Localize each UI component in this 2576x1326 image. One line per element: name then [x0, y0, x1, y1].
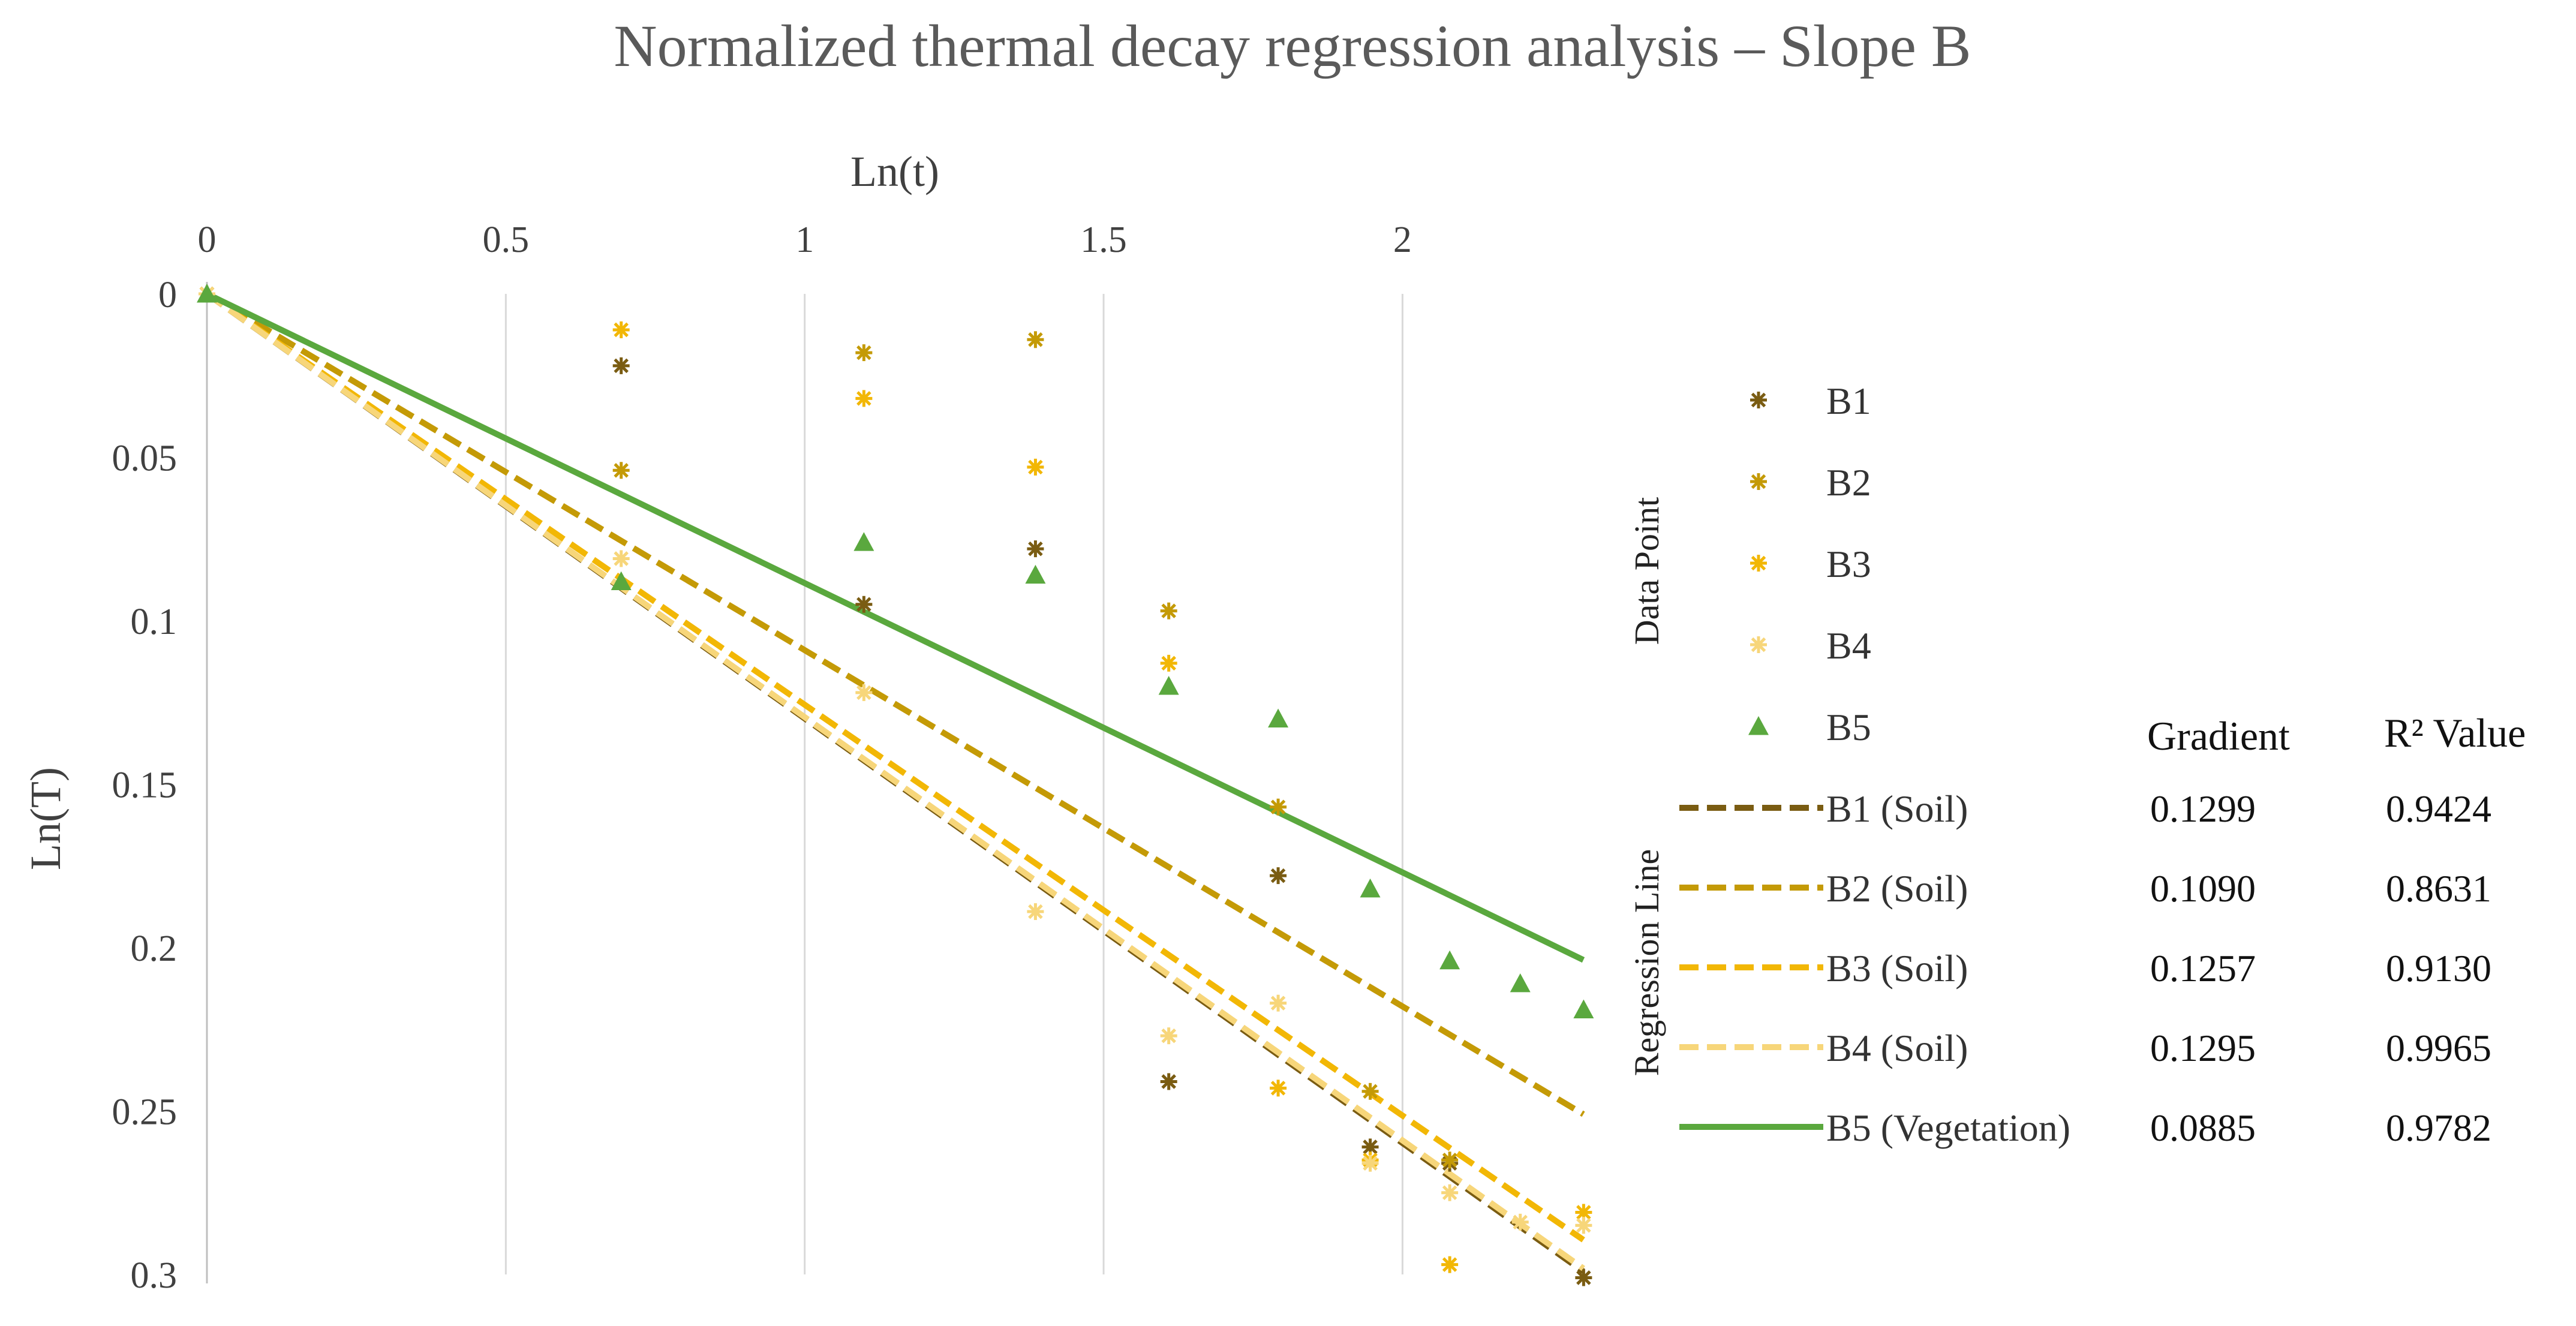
point-b4	[1511, 1213, 1529, 1231]
r2-value: 0.9782	[2386, 1106, 2491, 1149]
point-b5	[197, 284, 217, 303]
point-b4	[1441, 1184, 1459, 1201]
point-b5	[1025, 564, 1046, 584]
x-tick-label: 0.5	[483, 220, 530, 260]
regression-line-2	[205, 291, 1585, 1117]
r2-value: 0.8631	[2386, 867, 2491, 910]
point-b4	[1361, 1154, 1379, 1172]
point-b1	[1160, 1073, 1177, 1090]
point-b4	[612, 550, 630, 567]
y-tick-label: 0.05	[112, 438, 178, 479]
gradient-value: 0.1295	[2150, 1027, 2256, 1069]
r2-value: 0.9424	[2386, 787, 2491, 830]
point-b5	[1360, 878, 1381, 898]
point-b3	[1160, 654, 1177, 672]
legend-label-b4: B4	[1826, 624, 1871, 667]
point-b3	[1441, 1256, 1459, 1273]
point-b1	[612, 357, 630, 374]
chart-title: Normalized thermal decay regression anal…	[614, 13, 1971, 79]
legend-label-b3: B3	[1826, 543, 1871, 585]
gradient-value: 0.1090	[2150, 867, 2256, 910]
legend-marker-b2	[1750, 473, 1767, 490]
gradient-value: 0.0885	[2150, 1106, 2256, 1149]
point-b2	[1441, 1151, 1459, 1169]
r2-value: 0.9130	[2386, 947, 2491, 990]
point-b2	[1027, 331, 1044, 348]
point-b5	[1158, 676, 1179, 695]
legend-regression-label: B3 (Soil)	[1826, 947, 1968, 990]
stats-header-gradient: Gradient	[2147, 713, 2290, 759]
point-b2	[1160, 602, 1177, 620]
x-axis-label: Ln(t)	[850, 148, 939, 196]
point-b4	[1160, 1027, 1177, 1045]
legend-group-regression: Regression Line	[1627, 849, 1666, 1077]
point-b1	[1575, 1269, 1592, 1286]
point-b1	[855, 596, 873, 613]
data-points	[197, 284, 1594, 1286]
legend-marker-b3	[1750, 555, 1767, 572]
legend-marker-b1	[1750, 392, 1767, 408]
legend: B1 B2 B3 B4 B5 Data Point Regression Line Gradi…	[1627, 380, 2526, 1149]
y-tick-label: 0.2	[131, 928, 178, 969]
y-tick-label: 0.3	[131, 1255, 178, 1296]
legend-regression-label: B2 (Soil)	[1826, 867, 1968, 910]
point-b4	[1270, 994, 1287, 1012]
point-b3	[612, 321, 630, 338]
x-tick-label: 1	[795, 220, 814, 260]
point-b5	[1573, 999, 1594, 1018]
point-b2	[1270, 798, 1287, 816]
point-b5	[1268, 708, 1289, 727]
regression-lines	[205, 291, 1585, 1274]
r2-value: 0.9965	[2386, 1027, 2491, 1069]
x-tick-label: 2	[1393, 220, 1412, 260]
regression-line-5	[205, 291, 1585, 963]
point-b3	[855, 390, 873, 407]
legend-label-b5: B5	[1826, 706, 1871, 748]
axes: 0 0.5 1 1.5 2 0 0.05 0.1 0.15 0.2 0.25 0.3	[112, 220, 1412, 1296]
legend-marker-b4	[1750, 636, 1767, 653]
point-b4	[1575, 1217, 1592, 1234]
regression-line-4	[205, 291, 1585, 1271]
y-tick-label: 0	[158, 275, 177, 315]
y-tick-label: 0.1	[131, 602, 178, 642]
point-b1	[1361, 1138, 1379, 1156]
point-b5	[1510, 973, 1531, 993]
y-tick-label: 0.25	[112, 1092, 178, 1133]
point-b3	[1027, 458, 1044, 476]
gradient-value: 0.1299	[2150, 787, 2256, 830]
point-b5	[853, 532, 874, 551]
legend-regression-label: B4 (Soil)	[1826, 1027, 1968, 1069]
legend-regression-label: B5 (Vegetation)	[1826, 1106, 2070, 1149]
point-b2	[1361, 1083, 1379, 1100]
x-tick-label: 1.5	[1080, 220, 1127, 260]
y-tick-label: 0.15	[112, 765, 178, 806]
legend-marker-b5	[1748, 716, 1769, 735]
legend-regression-label: B1 (Soil)	[1826, 787, 1968, 830]
point-b5	[1439, 950, 1460, 970]
point-b4	[855, 684, 873, 701]
point-b1	[1027, 540, 1044, 558]
point-b4	[1027, 903, 1044, 921]
grid	[504, 294, 1403, 1274]
regression-line-3	[205, 291, 1585, 1243]
gradient-value: 0.1257	[2150, 947, 2256, 990]
legend-label-b1: B1	[1826, 380, 1871, 422]
stats-header-r2: R² Value	[2384, 710, 2526, 756]
y-axis-label: Ln(T)	[22, 767, 70, 870]
point-b1	[1270, 867, 1287, 885]
point-b3	[1270, 1080, 1287, 1097]
point-b2	[855, 344, 873, 362]
legend-group-data: Data Point	[1627, 497, 1666, 645]
x-tick-label: 0	[198, 220, 217, 260]
point-b2	[612, 462, 630, 479]
legend-label-b2: B2	[1826, 461, 1871, 504]
point-b5	[611, 571, 632, 591]
